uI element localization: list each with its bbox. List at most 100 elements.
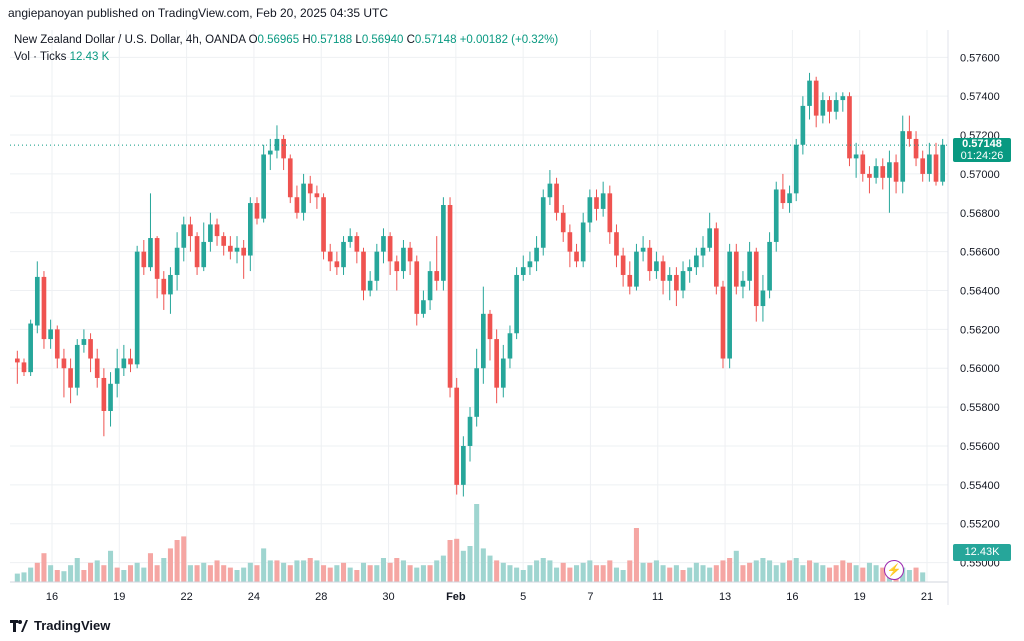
candle-body <box>833 100 839 112</box>
volume-bar <box>780 562 786 582</box>
candle-body <box>228 245 233 252</box>
volume-bar <box>287 565 293 582</box>
volume-bar <box>21 572 27 582</box>
volume-bar <box>747 562 753 582</box>
volume-bar <box>427 565 433 582</box>
time-tick-label: 13 <box>719 591 731 603</box>
volume-bar <box>447 540 453 582</box>
volume-bar <box>360 562 367 582</box>
time-tick-label: 24 <box>248 591 260 603</box>
candle-body <box>540 197 546 248</box>
volume-bar <box>48 565 54 582</box>
candle-body <box>188 224 193 237</box>
candle-body <box>74 344 80 388</box>
candle-body <box>181 224 187 248</box>
volume-bar <box>866 562 872 582</box>
lightning-icon[interactable]: ⚡ <box>884 560 904 580</box>
volume-bar <box>68 565 74 582</box>
legend-change: +0.00182 (+0.32%) <box>459 34 559 46</box>
volume-bar <box>660 565 666 582</box>
candle-body <box>647 247 653 272</box>
candle-body <box>487 313 493 340</box>
volume-bar <box>793 558 799 582</box>
candle-layer <box>15 72 945 497</box>
candle-body <box>667 274 673 281</box>
candle-body <box>740 280 746 287</box>
legend-low-value: 0.56940 <box>361 34 404 46</box>
volume-bar <box>853 565 859 582</box>
volume-bar <box>627 560 633 582</box>
candle-body <box>294 197 300 213</box>
candle-body <box>720 286 726 359</box>
candle-body <box>913 138 919 159</box>
candle-body <box>773 189 779 242</box>
time-tick-label: 7 <box>587 591 593 603</box>
candle-body <box>361 251 366 291</box>
volume-bar <box>873 565 879 582</box>
volume-bar <box>227 567 233 582</box>
candle-body <box>88 339 93 359</box>
volume-bar <box>600 565 606 582</box>
candle-body <box>101 377 107 411</box>
volume-bar <box>167 548 173 582</box>
candle-body <box>267 150 273 155</box>
volume-bar <box>700 565 706 582</box>
volume-bar <box>174 540 180 582</box>
candle-body <box>640 247 646 252</box>
volume-bar <box>327 567 333 582</box>
candle-body <box>580 222 586 262</box>
volume-bar <box>154 565 160 582</box>
volume-bar <box>400 560 406 582</box>
volume-bar <box>380 558 386 582</box>
bar-countdown: 01:24:26 <box>960 150 1004 163</box>
candle-body <box>674 274 679 291</box>
volume-bar <box>647 562 653 582</box>
candle-body <box>108 383 113 411</box>
candle-body <box>447 205 453 388</box>
volume-bar <box>414 567 420 582</box>
tradingview-logo[interactable]: TradingView <box>10 618 110 633</box>
candle-body <box>301 183 306 213</box>
time-tick-label: 5 <box>520 591 526 603</box>
candle-body <box>793 144 799 194</box>
price-tick-label: 0.57600 <box>960 52 1000 64</box>
price-tick-label: 0.56800 <box>960 208 1000 220</box>
candle-body <box>520 267 526 275</box>
volume-bar <box>693 562 699 582</box>
candle-body <box>241 247 246 256</box>
last-price-tag: 0.57148 01:24:26 <box>953 138 1011 163</box>
volume-bar <box>740 565 746 582</box>
candle-body <box>733 251 739 287</box>
time-axis: 16 19 22 24 28 30 Feb 5 7 11 13 16 19 21 <box>46 591 933 603</box>
time-tick-label: 22 <box>180 591 192 603</box>
candle-body <box>327 251 333 262</box>
candle-body <box>694 255 699 268</box>
candle-body <box>680 271 686 291</box>
volume-bar <box>454 538 460 582</box>
volume-tag: 12.43K <box>953 544 1011 561</box>
candle-body <box>314 193 320 198</box>
time-tick-label: Feb <box>446 591 466 603</box>
volume-bar <box>134 562 140 582</box>
volume-bar <box>187 565 193 582</box>
candle-body <box>34 276 40 326</box>
candle-body <box>767 241 772 291</box>
candle-body <box>800 105 806 145</box>
candle-body <box>381 236 386 252</box>
candle-body <box>920 158 926 174</box>
price-tick-label: 0.57400 <box>960 91 1000 103</box>
volume-bar <box>733 550 739 582</box>
volume-bar <box>28 567 34 582</box>
candle-body <box>747 251 752 281</box>
candle-body <box>454 387 460 485</box>
volume-bar <box>34 562 40 582</box>
volume-bar <box>840 560 846 582</box>
candle-body <box>28 323 33 373</box>
volume-bar <box>201 562 207 582</box>
candle-body <box>214 224 220 237</box>
candle-body <box>620 255 626 275</box>
volume-bar <box>807 560 813 582</box>
volume-bar <box>787 560 793 582</box>
candle-body <box>507 333 513 359</box>
